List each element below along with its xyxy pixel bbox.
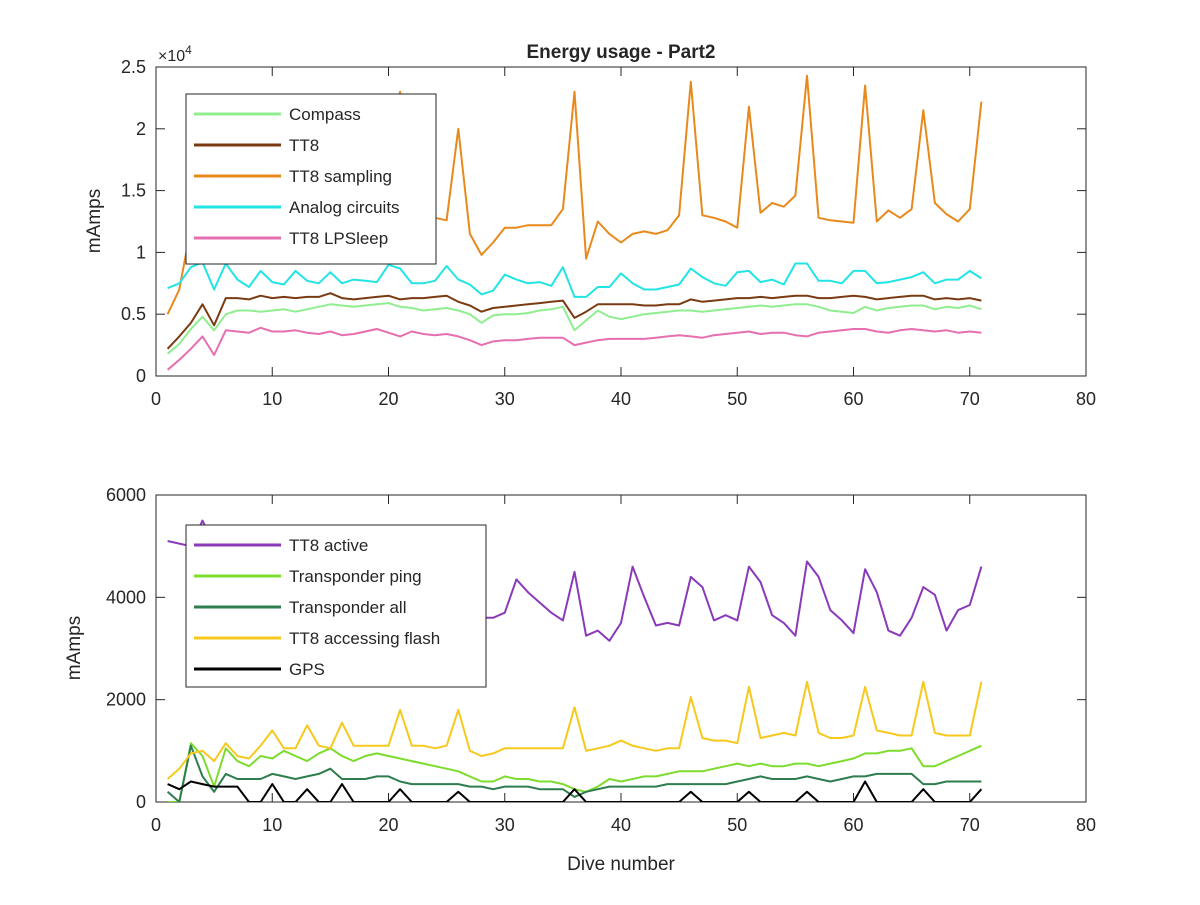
legend: TT8 active Transponder ping Transponder al… (185, 524, 487, 688)
legend-entry: Transponder all (289, 598, 407, 617)
x-tick-label: 80 (1076, 389, 1096, 409)
legend-entry: Compass (289, 105, 361, 124)
x-tick-label: 70 (960, 815, 980, 835)
series-line-compass (166, 302, 982, 355)
top-axes: Energy usage - Part2 mAmps ×104 0 10 20 30 4… (84, 42, 1096, 409)
x-tick-label: 30 (495, 389, 515, 409)
x-tick-label: 60 (843, 389, 863, 409)
series-line-tt8 (166, 292, 982, 350)
legend-entry: TT8 sampling (289, 167, 392, 186)
y-axis-exponent-base: ×10 (158, 48, 185, 65)
series-line-gps (167, 780, 983, 802)
bottom-axes: mAmps Dive number 0 10 20 30 40 50 60 70 80 0 2000… (64, 485, 1096, 875)
y-axis-exponent-power: 4 (185, 43, 192, 57)
y-axis-label: mAmps (84, 189, 105, 253)
x-tick-label: 40 (611, 815, 631, 835)
y-tick-label: 1.5 (121, 181, 146, 201)
x-tick-label: 50 (727, 815, 747, 835)
y-tick-label: 4000 (106, 587, 146, 607)
x-tick-label: 10 (262, 815, 282, 835)
y-tick-label: 2 (136, 119, 146, 139)
x-tick-label: 70 (960, 389, 980, 409)
series-line-analog-circuits (167, 261, 982, 298)
y-tick-label: 2000 (106, 690, 146, 710)
x-tick-label: 30 (495, 815, 515, 835)
legend-entry: GPS (289, 660, 325, 679)
y-tick-label: 0.5 (121, 304, 146, 324)
legend-entry: TT8 LPSleep (289, 229, 388, 248)
x-axis-label: Dive number (567, 854, 675, 875)
legend-entry: Analog circuits (289, 198, 400, 217)
y-tick-label: 1 (136, 242, 146, 262)
x-tick-label: 80 (1076, 815, 1096, 835)
x-tick-label: 20 (378, 389, 398, 409)
legend: Compass TT8 TT8 sampling Analog circuits TT8… (185, 93, 437, 265)
y-tick-label: 2.5 (121, 57, 146, 77)
x-tick-label: 0 (151, 815, 161, 835)
x-tick-label: 40 (611, 389, 631, 409)
y-axis-exponent-label: ×104 (158, 43, 192, 65)
series-line-transponder-all (166, 744, 982, 802)
legend-entry: Transponder ping (289, 567, 422, 586)
x-tick-label: 50 (727, 389, 747, 409)
series-line-tt8-accessing-flash (166, 680, 983, 780)
y-tick-label: 0 (136, 366, 146, 386)
series-line-tt8-lpsleep (166, 326, 982, 371)
y-axis-label: mAmps (64, 616, 85, 680)
y-tick-label: 0 (136, 792, 146, 812)
x-tick-label: 60 (843, 815, 863, 835)
legend-box (185, 93, 437, 265)
x-tick-label: 20 (378, 815, 398, 835)
x-tick-label: 0 (151, 389, 161, 409)
legend-entry: TT8 accessing flash (289, 629, 440, 648)
legend-entry: TT8 active (289, 536, 368, 555)
chart-title: Energy usage - Part2 (526, 42, 715, 63)
x-tick-label: 10 (262, 389, 282, 409)
y-tick-label: 6000 (106, 485, 146, 505)
legend-entry: TT8 (289, 136, 319, 155)
